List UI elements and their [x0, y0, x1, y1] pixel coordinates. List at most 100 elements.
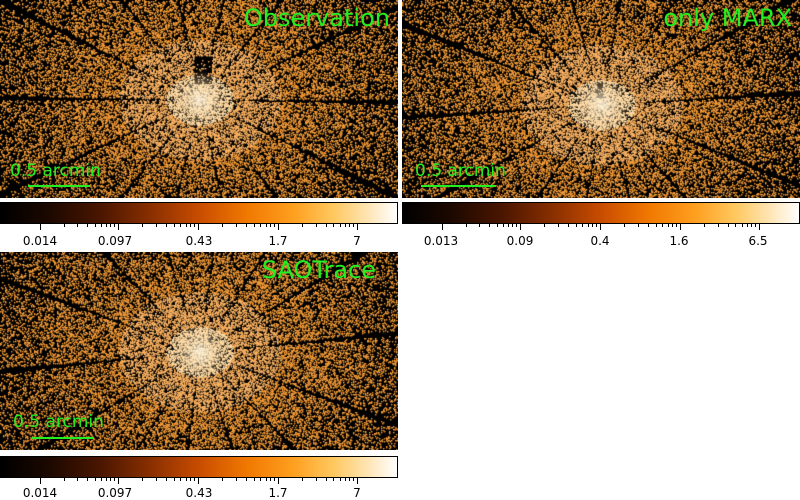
colorbar-minor-tick	[260, 224, 262, 227]
colorbar-minor-tick	[236, 224, 238, 227]
colorbar-minor-tick	[222, 224, 224, 227]
scalebar-line	[28, 185, 90, 187]
colorbar-tick-label: 0.014	[22, 234, 58, 248]
colorbar-minor-tick	[173, 478, 175, 481]
colorbar-minor-tick	[568, 224, 570, 227]
colorbar-minor-tick	[180, 224, 182, 227]
colorbar-tick-label: 1.7	[268, 486, 288, 500]
colorbar-minor-tick	[87, 224, 88, 227]
colorbar-minor-tick	[260, 478, 262, 481]
scalebar-line	[32, 437, 94, 439]
panel-title: Observation	[243, 4, 390, 32]
colorbar-minor-tick	[63, 478, 65, 481]
colorbar-minor-tick	[349, 224, 351, 227]
colorbar-major-tick	[40, 224, 41, 230]
colorbar	[0, 456, 398, 478]
colorbar-minor-tick	[194, 478, 196, 481]
colorbar-major-tick	[442, 224, 443, 230]
colorbar-minor-tick	[333, 224, 335, 227]
colorbar-tick-label: 0.4	[590, 234, 610, 248]
colorbar-minor-tick	[502, 224, 504, 227]
colorbar-major-tick	[520, 224, 521, 230]
colorbar-tick-label: 0.43	[185, 486, 213, 500]
colorbar-minor-tick	[246, 478, 248, 481]
colorbar-minor-tick	[667, 224, 669, 227]
colorbar-minor-tick	[114, 224, 116, 227]
colorbar-major-tick	[118, 478, 119, 484]
colorbar-minor-tick	[479, 224, 481, 227]
colorbar-minor-tick	[333, 478, 335, 481]
colorbar-minor-tick	[672, 224, 674, 227]
colorbar-minor-tick	[142, 224, 144, 227]
colorbar-minor-tick	[353, 224, 355, 227]
colorbar-minor-tick	[339, 478, 341, 481]
colorbar-major-tick	[680, 224, 681, 230]
colorbar-minor-tick	[727, 224, 729, 227]
colorbar-minor-tick	[110, 224, 112, 227]
colorbar-minor-tick	[301, 478, 303, 481]
colorbar-minor-tick	[270, 478, 272, 481]
colorbar-minor-tick	[194, 224, 196, 227]
scalebar-label: 0.5 arcmin	[415, 161, 506, 181]
colorbar-minor-tick	[465, 224, 467, 227]
colorbar-major-tick	[118, 224, 119, 230]
colorbar-minor-tick	[253, 478, 255, 481]
colorbar-minor-tick	[270, 224, 272, 227]
marx-image	[402, 0, 800, 198]
colorbar-major-tick	[759, 224, 760, 230]
colorbar-minor-tick	[315, 478, 317, 481]
colorbar-minor-tick	[717, 224, 719, 227]
colorbar-minor-tick	[662, 224, 664, 227]
colorbar-minor-tick	[77, 478, 79, 481]
scalebar-label: 0.5 arcmin	[13, 412, 104, 432]
colorbar-minor-tick	[344, 478, 346, 481]
colorbar-minor-tick	[166, 478, 168, 481]
colorbar-minor-tick	[755, 224, 757, 227]
colorbar-minor-tick	[265, 478, 267, 481]
colorbar-minor-tick	[173, 224, 175, 227]
colorbar-major-tick	[198, 478, 199, 484]
colorbar-ticks	[402, 224, 800, 232]
colorbar-tick-label: 0.013	[423, 234, 459, 248]
colorbar-minor-tick	[315, 224, 317, 227]
colorbar-minor-tick	[349, 478, 351, 481]
observation-image	[0, 0, 398, 198]
colorbar-minor-tick	[596, 224, 598, 227]
colorbar-minor-tick	[274, 478, 276, 481]
colorbar-minor-tick	[185, 224, 187, 227]
colorbar-minor-tick	[489, 224, 490, 227]
colorbar-minor-tick	[325, 478, 327, 481]
colorbar-ticks	[0, 224, 398, 232]
colorbar-minor-tick	[180, 478, 182, 481]
colorbar-minor-tick	[274, 224, 276, 227]
colorbar-minor-tick	[703, 224, 705, 227]
colorbar-major-tick	[278, 478, 279, 484]
colorbar-minor-tick	[558, 224, 560, 227]
colorbar-minor-tick	[735, 224, 737, 227]
colorbar-tick-label: 0.097	[97, 234, 133, 248]
colorbar-minor-tick	[648, 224, 650, 227]
colorbar-tick-label: 0.014	[22, 486, 58, 500]
colorbar-minor-tick	[77, 224, 79, 227]
colorbar-minor-tick	[544, 224, 546, 227]
colorbar-minor-tick	[265, 224, 267, 227]
colorbar-minor-tick	[344, 224, 346, 227]
colorbar-tick-label: 1.7	[268, 234, 288, 248]
colorbar	[0, 202, 398, 224]
colorbar-minor-tick	[592, 224, 594, 227]
colorbar-tick-label: 0.43	[185, 234, 213, 248]
colorbar-ticks	[0, 478, 398, 486]
colorbar-minor-tick	[741, 224, 743, 227]
colorbar-minor-tick	[512, 224, 514, 227]
colorbar-tick-label: 6.5	[748, 234, 768, 248]
colorbar-minor-tick	[222, 478, 224, 481]
colorbar-minor-tick	[575, 224, 577, 227]
colorbar-minor-tick	[236, 478, 238, 481]
colorbar-minor-tick	[496, 224, 498, 227]
colorbar-major-tick	[198, 224, 199, 230]
colorbar-minor-tick	[87, 478, 88, 481]
colorbar-minor-tick	[100, 224, 102, 227]
colorbar-minor-tick	[353, 478, 355, 481]
colorbar-minor-tick	[751, 224, 753, 227]
panel-title: only MARX	[663, 4, 792, 32]
